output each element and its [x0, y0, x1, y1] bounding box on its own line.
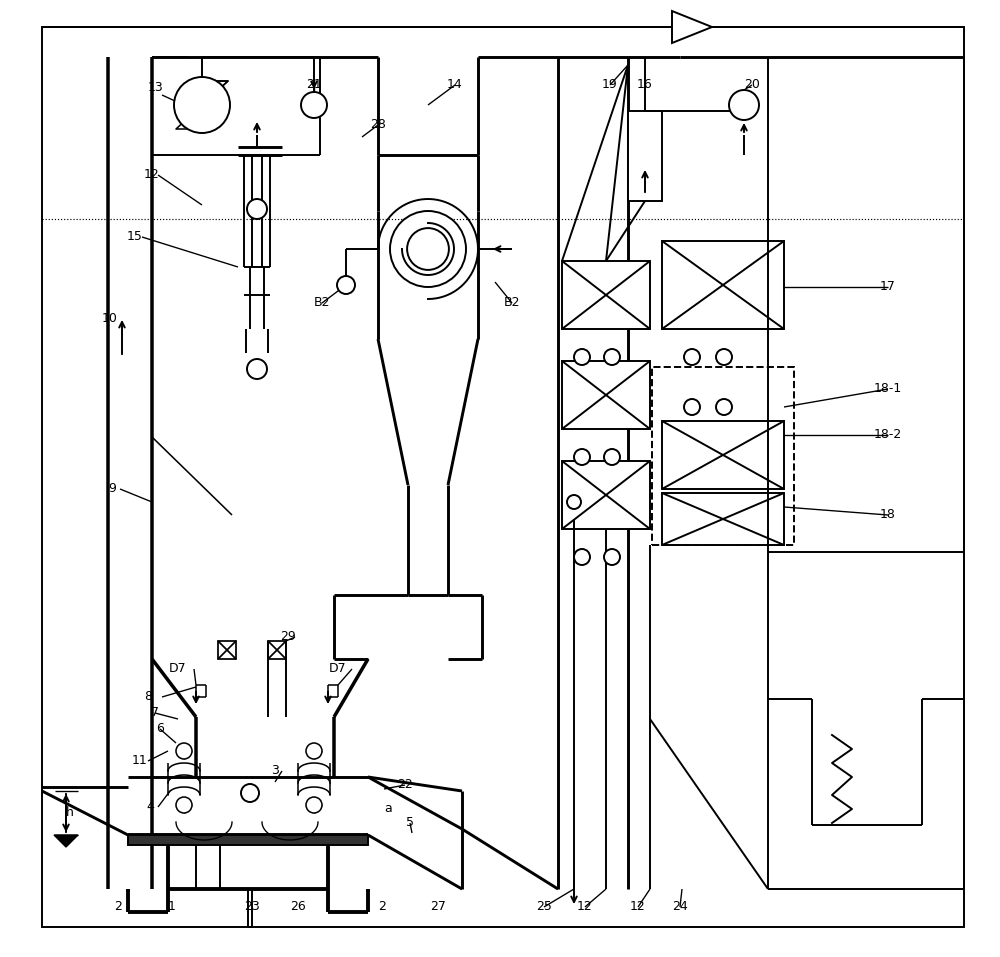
Circle shape [176, 797, 192, 813]
Text: 7: 7 [151, 706, 159, 720]
Text: 23: 23 [244, 901, 260, 914]
Text: D7: D7 [169, 662, 187, 676]
Text: 24: 24 [672, 901, 688, 914]
Circle shape [574, 549, 590, 565]
Bar [562, 461, 650, 529]
Circle shape [337, 276, 355, 294]
Text: 14: 14 [447, 78, 463, 92]
Text: 29: 29 [280, 631, 296, 643]
Text: 8: 8 [144, 691, 152, 703]
Text: 15: 15 [127, 231, 143, 243]
Text: 21: 21 [306, 78, 322, 92]
Circle shape [247, 199, 267, 219]
Circle shape [716, 399, 732, 415]
Text: 18: 18 [880, 508, 896, 522]
Circle shape [729, 90, 759, 120]
Text: 22: 22 [397, 778, 413, 791]
Circle shape [390, 211, 466, 287]
Circle shape [247, 359, 267, 379]
Text: 2: 2 [378, 901, 386, 914]
Text: 18-1: 18-1 [874, 383, 902, 395]
Text: a: a [384, 803, 392, 815]
Text: 6: 6 [156, 723, 164, 736]
Circle shape [604, 549, 620, 565]
Text: 27: 27 [430, 901, 446, 914]
Text: 10: 10 [102, 313, 118, 325]
Bar [562, 261, 650, 329]
Circle shape [574, 349, 590, 365]
Text: 20: 20 [744, 78, 760, 92]
Bar [662, 421, 784, 489]
Text: 12: 12 [630, 901, 646, 914]
Circle shape [716, 349, 732, 365]
Circle shape [174, 77, 230, 133]
Text: 13: 13 [148, 80, 164, 94]
Bar [268, 641, 286, 659]
Circle shape [306, 743, 322, 759]
Circle shape [684, 399, 700, 415]
Bar [662, 241, 784, 329]
Text: B2: B2 [314, 297, 330, 309]
Text: 28: 28 [370, 119, 386, 131]
Text: 26: 26 [290, 901, 306, 914]
Circle shape [574, 449, 590, 465]
Text: B2: B2 [504, 297, 520, 309]
Polygon shape [672, 11, 712, 43]
Text: D7: D7 [329, 662, 347, 676]
Circle shape [176, 743, 192, 759]
Bar [662, 493, 784, 545]
Text: 11: 11 [132, 754, 148, 768]
Circle shape [604, 449, 620, 465]
Polygon shape [54, 835, 78, 847]
Bar [628, 111, 662, 201]
Circle shape [407, 228, 449, 270]
Bar [218, 641, 236, 659]
Text: 5: 5 [406, 816, 414, 830]
Text: 19: 19 [602, 78, 618, 92]
Text: 3: 3 [271, 765, 279, 777]
Text: 12: 12 [144, 168, 160, 182]
Circle shape [684, 349, 700, 365]
Bar [128, 835, 368, 845]
Text: 12: 12 [577, 901, 593, 914]
Text: h: h [66, 807, 74, 819]
Circle shape [604, 349, 620, 365]
Circle shape [306, 797, 322, 813]
Text: 18-2: 18-2 [874, 429, 902, 441]
Bar [652, 367, 794, 545]
Circle shape [567, 495, 581, 509]
Text: 25: 25 [536, 901, 552, 914]
Text: 16: 16 [637, 78, 653, 92]
Circle shape [241, 784, 259, 802]
Text: 2: 2 [114, 901, 122, 914]
Text: 9: 9 [108, 482, 116, 496]
Text: 4: 4 [146, 800, 154, 813]
Text: 17: 17 [880, 280, 896, 294]
Bar [562, 361, 650, 429]
Circle shape [301, 92, 327, 118]
Text: 1: 1 [168, 901, 176, 914]
